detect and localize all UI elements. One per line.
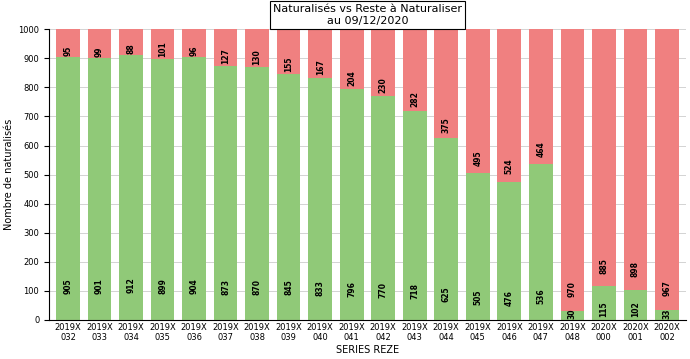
Bar (371, 96, 395, 320)
Text: 230: 230 (379, 77, 388, 93)
Text: 33: 33 (662, 308, 671, 319)
Bar (371, 29, 395, 96)
Bar (277, 29, 300, 74)
Text: 495: 495 (473, 150, 482, 166)
Bar (340, 29, 364, 89)
Text: 899: 899 (158, 278, 167, 294)
X-axis label: SERIES REZE: SERIES REZE (336, 345, 399, 355)
Bar (560, 29, 584, 311)
Text: 845: 845 (284, 280, 293, 295)
Text: 127: 127 (221, 48, 230, 64)
Text: 970: 970 (568, 281, 577, 297)
Bar (56, 57, 80, 320)
Text: 30: 30 (568, 308, 577, 319)
Text: 718: 718 (411, 283, 420, 299)
Bar (655, 29, 679, 310)
Bar (624, 290, 647, 320)
Bar (150, 29, 175, 59)
Bar (529, 29, 553, 164)
Title: Naturalisés vs Reste à Naturaliser
au 09/12/2020: Naturalisés vs Reste à Naturaliser au 09… (273, 4, 462, 26)
Text: 99: 99 (95, 46, 104, 57)
Bar (497, 29, 521, 182)
Text: 770: 770 (379, 281, 388, 298)
Text: 101: 101 (158, 41, 167, 57)
Text: 115: 115 (600, 301, 609, 317)
Bar (308, 78, 332, 320)
Text: 912: 912 (126, 278, 135, 293)
Bar (56, 29, 80, 57)
Bar (340, 89, 364, 320)
Text: 96: 96 (190, 45, 199, 56)
Text: 885: 885 (600, 258, 609, 274)
Text: 898: 898 (631, 261, 640, 277)
Bar (88, 29, 111, 58)
Text: 905: 905 (63, 278, 72, 294)
Bar (403, 29, 426, 111)
Bar (624, 29, 647, 290)
Bar (119, 55, 143, 320)
Bar (435, 138, 458, 320)
Bar (88, 58, 111, 320)
Text: 873: 873 (221, 279, 230, 294)
Text: 130: 130 (253, 50, 262, 65)
Text: 375: 375 (442, 117, 451, 133)
Text: 904: 904 (190, 278, 199, 294)
Bar (466, 173, 490, 320)
Bar (655, 310, 679, 320)
Text: 833: 833 (315, 280, 325, 296)
Bar (182, 29, 206, 57)
Text: 95: 95 (63, 45, 72, 56)
Bar (214, 29, 237, 66)
Bar (119, 29, 143, 55)
Text: 167: 167 (315, 60, 325, 75)
Bar (435, 29, 458, 138)
Bar (308, 29, 332, 78)
Text: 796: 796 (347, 281, 356, 297)
Bar (245, 29, 269, 67)
Bar (592, 286, 615, 320)
Bar (403, 111, 426, 320)
Text: 282: 282 (411, 91, 420, 107)
Text: 967: 967 (662, 280, 671, 296)
Bar (466, 29, 490, 173)
Bar (560, 311, 584, 320)
Bar (277, 74, 300, 320)
Y-axis label: Nombre de naturalisés: Nombre de naturalisés (4, 119, 14, 230)
Text: 464: 464 (536, 142, 545, 157)
Text: 88: 88 (126, 43, 135, 53)
Text: 204: 204 (347, 70, 356, 86)
Text: 505: 505 (473, 290, 482, 305)
Text: 102: 102 (631, 301, 640, 317)
Text: 155: 155 (284, 57, 293, 72)
Text: 524: 524 (505, 158, 514, 174)
Text: 901: 901 (95, 278, 104, 294)
Bar (497, 182, 521, 320)
Text: 870: 870 (253, 279, 262, 295)
Text: 476: 476 (505, 290, 514, 306)
Bar (214, 66, 237, 320)
Bar (592, 29, 615, 286)
Text: 536: 536 (536, 289, 545, 304)
Bar (245, 67, 269, 320)
Bar (182, 57, 206, 320)
Bar (150, 59, 175, 320)
Bar (529, 164, 553, 320)
Text: 625: 625 (442, 286, 451, 302)
